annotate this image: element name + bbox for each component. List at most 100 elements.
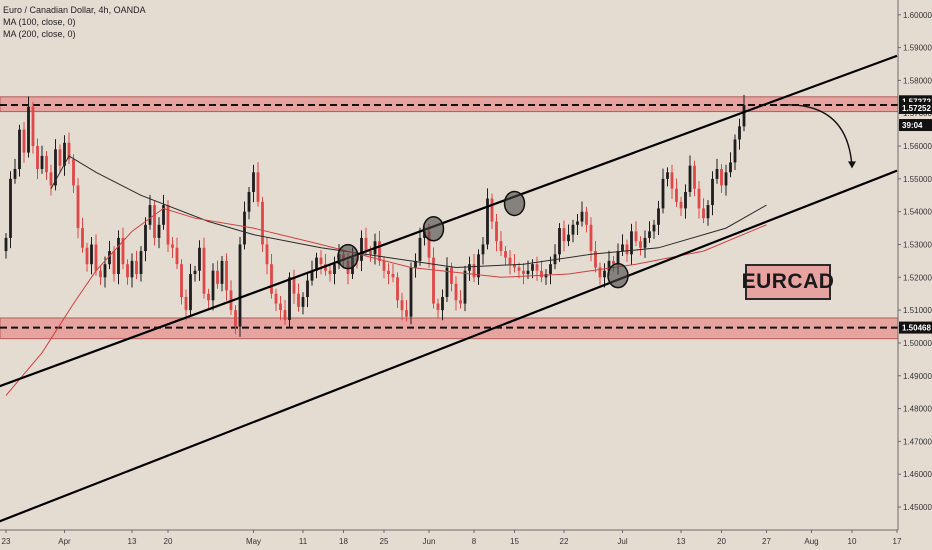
candle-body xyxy=(625,244,629,255)
candle-body xyxy=(117,237,120,275)
candle-body xyxy=(684,191,687,209)
x-tick-label: Apr xyxy=(58,537,71,546)
candle-body xyxy=(126,264,129,278)
candle-body xyxy=(526,270,530,275)
candle-body xyxy=(702,208,705,219)
candle-body xyxy=(265,244,269,265)
candle-body xyxy=(481,244,485,255)
candle-body xyxy=(220,260,224,284)
candle-body xyxy=(310,270,314,281)
x-tick-label: Jul xyxy=(617,537,627,546)
y-tick-label: 1.56000 xyxy=(903,142,932,151)
x-tick-label: 27 xyxy=(762,537,771,546)
candle-body xyxy=(13,169,17,179)
candle-body xyxy=(598,267,602,278)
y-tick-label: 1.60000 xyxy=(903,11,932,20)
y-tick-label: 1.53000 xyxy=(903,240,932,249)
candle-body xyxy=(184,296,188,311)
candle-body xyxy=(193,270,197,275)
candle-body xyxy=(166,205,170,245)
candle-body xyxy=(490,198,494,222)
candle-body xyxy=(36,146,39,170)
candle-body xyxy=(450,267,453,284)
candle-body xyxy=(720,169,723,186)
candle-body xyxy=(391,274,395,278)
candle-body xyxy=(661,178,665,209)
candle-body xyxy=(535,264,539,271)
y-tick-label: 1.49000 xyxy=(903,372,932,381)
ma100-legend-label: MA (100, close, 0) xyxy=(3,17,76,27)
projection-arrow xyxy=(779,104,853,168)
candle-body xyxy=(432,257,435,304)
candle-body xyxy=(589,224,593,252)
candle-body xyxy=(621,244,624,252)
candle-body xyxy=(67,142,71,160)
y-tick-label: 1.46000 xyxy=(903,470,932,479)
candle-body xyxy=(22,129,26,153)
candle-body xyxy=(531,264,534,271)
candle-body xyxy=(324,264,327,271)
candle-body xyxy=(652,224,656,232)
x-tick-label: 20 xyxy=(164,537,173,546)
candle-body xyxy=(288,277,291,320)
candle-body xyxy=(715,169,719,179)
y-tick-label: 1.55000 xyxy=(903,175,932,184)
candle-body xyxy=(378,241,381,261)
candle-body xyxy=(369,251,372,255)
candle-body xyxy=(4,237,8,252)
candle-body xyxy=(544,274,548,278)
candle-body xyxy=(504,251,507,258)
x-tick-label: Jun xyxy=(423,537,436,546)
candle-body xyxy=(139,251,143,275)
candle-body xyxy=(580,211,584,222)
candle-body xyxy=(540,270,543,278)
price-axis-panel xyxy=(898,0,932,550)
candle-body xyxy=(499,241,503,252)
candle-body xyxy=(643,237,647,248)
candle-body xyxy=(58,149,62,166)
x-tick-label: 11 xyxy=(299,537,308,546)
candle-body xyxy=(234,310,237,327)
candle-body xyxy=(742,105,746,127)
candle-body xyxy=(576,221,579,225)
candle-body xyxy=(409,267,413,317)
candle-body xyxy=(292,277,296,294)
candle-body xyxy=(49,172,53,186)
candle-body xyxy=(252,172,255,192)
projection-arrowhead xyxy=(848,161,856,169)
candle-body xyxy=(319,257,323,265)
candle-body xyxy=(256,172,260,202)
x-tick-label: May xyxy=(246,537,261,546)
candle-body xyxy=(261,201,264,245)
y-tick-label: 1.52000 xyxy=(903,273,932,282)
candle-body xyxy=(243,211,246,245)
channel-trendline-1 xyxy=(0,169,898,523)
candle-body xyxy=(162,205,165,225)
candle-body xyxy=(189,274,192,311)
candle-body xyxy=(517,267,521,271)
price-tag-box xyxy=(899,101,932,114)
symbol-label-box: EURCAD xyxy=(742,264,834,300)
candle-body xyxy=(283,310,287,320)
x-tick-label: 17 xyxy=(893,537,902,546)
candle-body xyxy=(274,293,278,304)
candle-body xyxy=(472,264,476,278)
ma200-legend-label: MA (200, close, 0) xyxy=(3,29,76,39)
price-tag-label: 1.57272 xyxy=(902,97,931,106)
touch-circle xyxy=(422,215,445,242)
candle-body xyxy=(616,251,620,265)
candle-body xyxy=(463,270,467,304)
y-tick-label: 1.51000 xyxy=(903,306,932,315)
candle-body xyxy=(207,293,210,301)
touch-circle xyxy=(607,262,629,289)
y-tick-label: 1.47000 xyxy=(903,437,932,446)
candle-body xyxy=(40,155,44,170)
x-tick-label: 13 xyxy=(128,537,137,546)
y-tick-label: 1.45000 xyxy=(903,503,932,512)
candle-body xyxy=(396,277,399,301)
y-tick-label: 1.48000 xyxy=(903,405,932,414)
x-tick-label: 10 xyxy=(848,537,857,546)
candle-body xyxy=(400,300,404,311)
candle-body xyxy=(522,270,525,275)
